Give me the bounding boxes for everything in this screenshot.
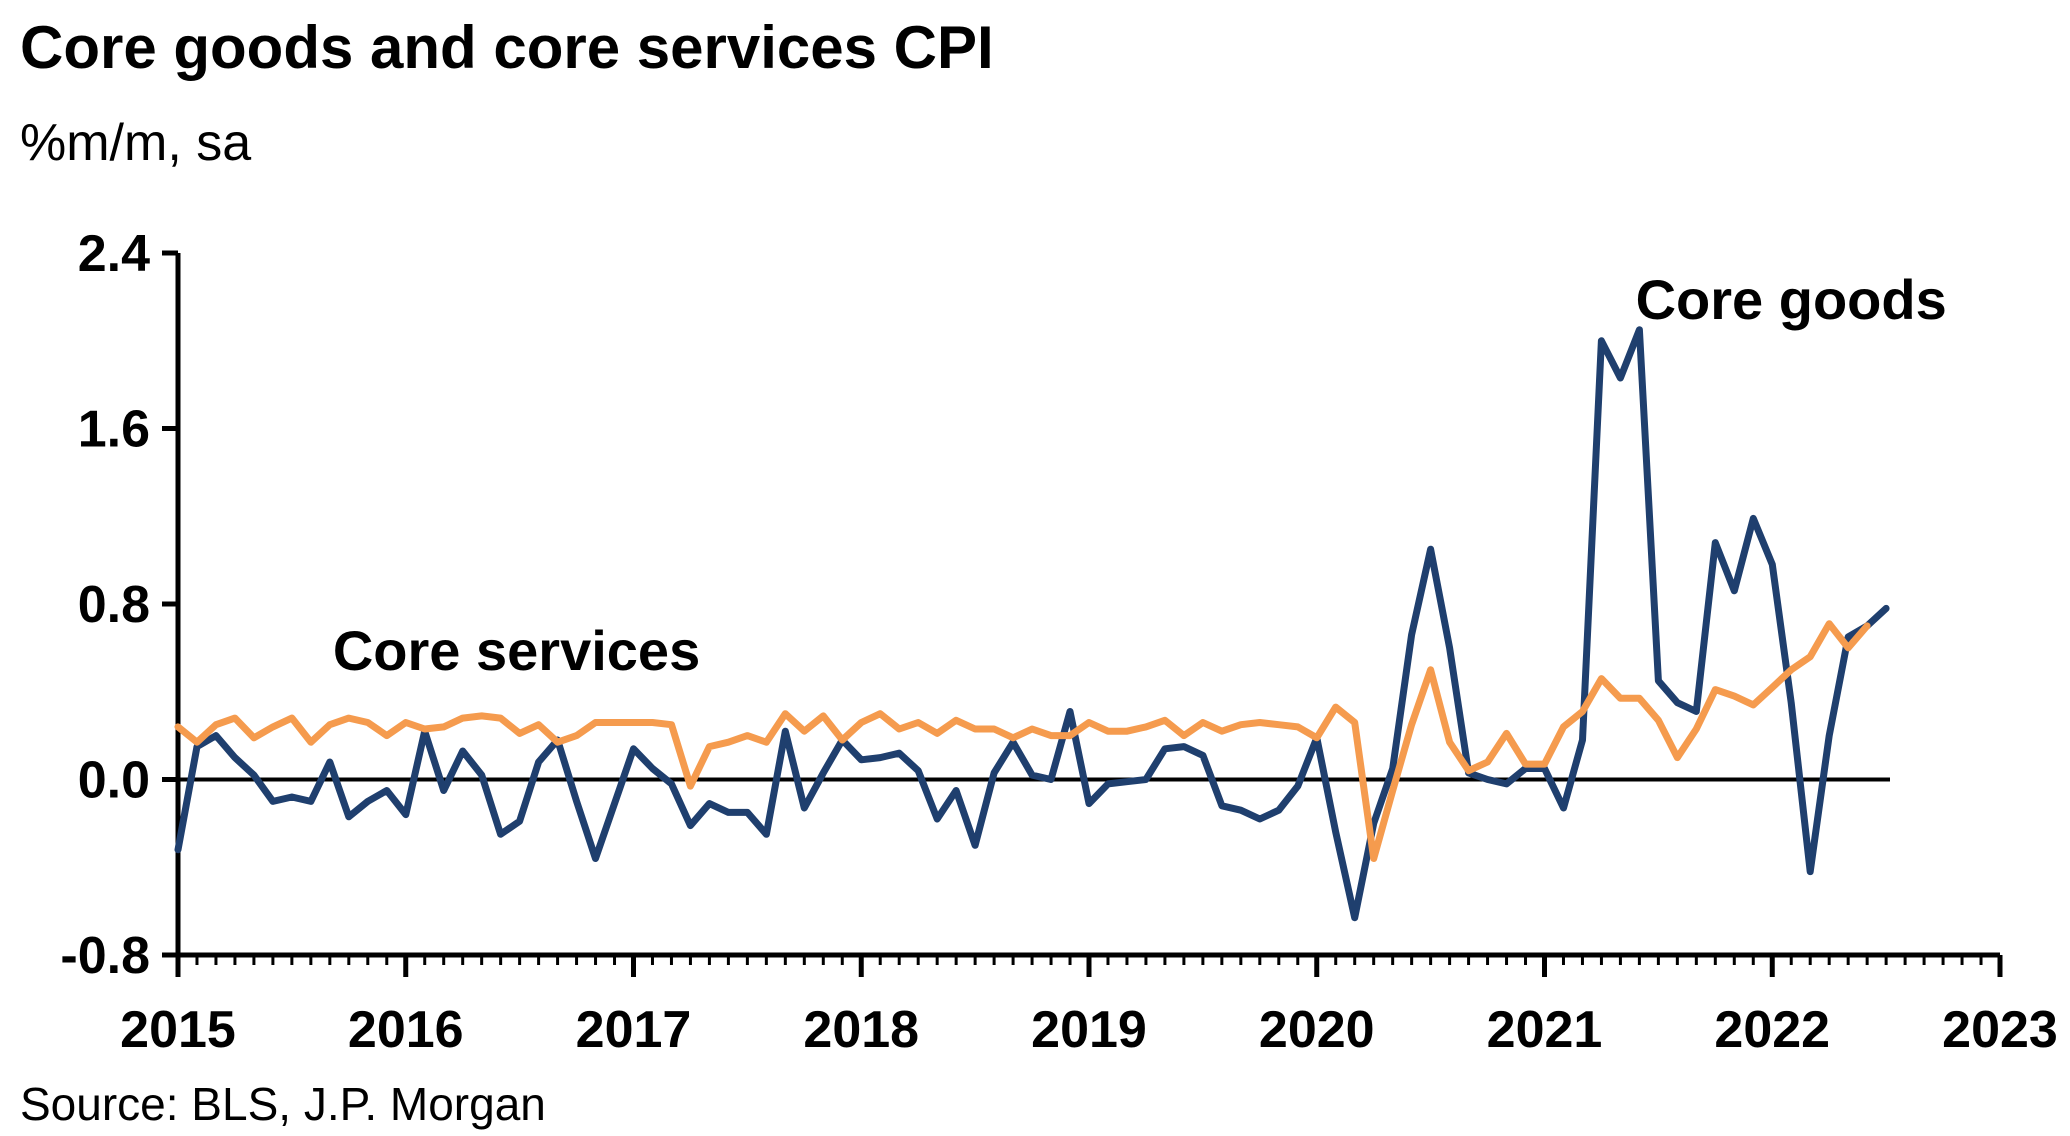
x-tick-label: 2018 <box>803 1001 919 1059</box>
series-label-layer: Core goods Core services <box>333 268 1947 682</box>
series-layer <box>174 326 1890 922</box>
x-tick-label: 2023 <box>1942 1001 2058 1059</box>
x-tick-label: 2021 <box>1487 1001 1603 1059</box>
y-tick-label: 0.0 <box>78 752 150 810</box>
x-tick-label: 2022 <box>1714 1001 1830 1059</box>
series-label-core-services: Core services <box>333 619 700 682</box>
y-tick-label: 2.4 <box>78 225 150 283</box>
source-note: Source: BLS, J.P. Morgan <box>20 1078 546 1130</box>
x-tick-label: 2017 <box>576 1001 692 1059</box>
series-line-core-goods <box>174 326 1890 922</box>
chart-title: Core goods and core services CPI <box>20 14 994 81</box>
y-axis: 2.4 1.6 0.8 0.0 -0.8 <box>60 225 181 985</box>
x-axis: 2015 2016 2017 2018 2019 2020 2021 2022 2023 <box>120 777 2058 1059</box>
x-tick-label: 2016 <box>348 1001 464 1059</box>
x-tick-label: 2015 <box>120 1001 236 1059</box>
y-tick-label: 0.8 <box>78 576 150 634</box>
chart-subtitle: %m/m, sa <box>20 114 251 172</box>
x-tick-label: 2020 <box>1259 1001 1375 1059</box>
series-line-core-services <box>174 620 1871 862</box>
series-label-core-goods: Core goods <box>1636 268 1947 331</box>
x-tick-label: 2019 <box>1031 1001 1147 1059</box>
y-tick-label: -0.8 <box>60 927 150 985</box>
y-tick-label: 1.6 <box>78 401 150 459</box>
